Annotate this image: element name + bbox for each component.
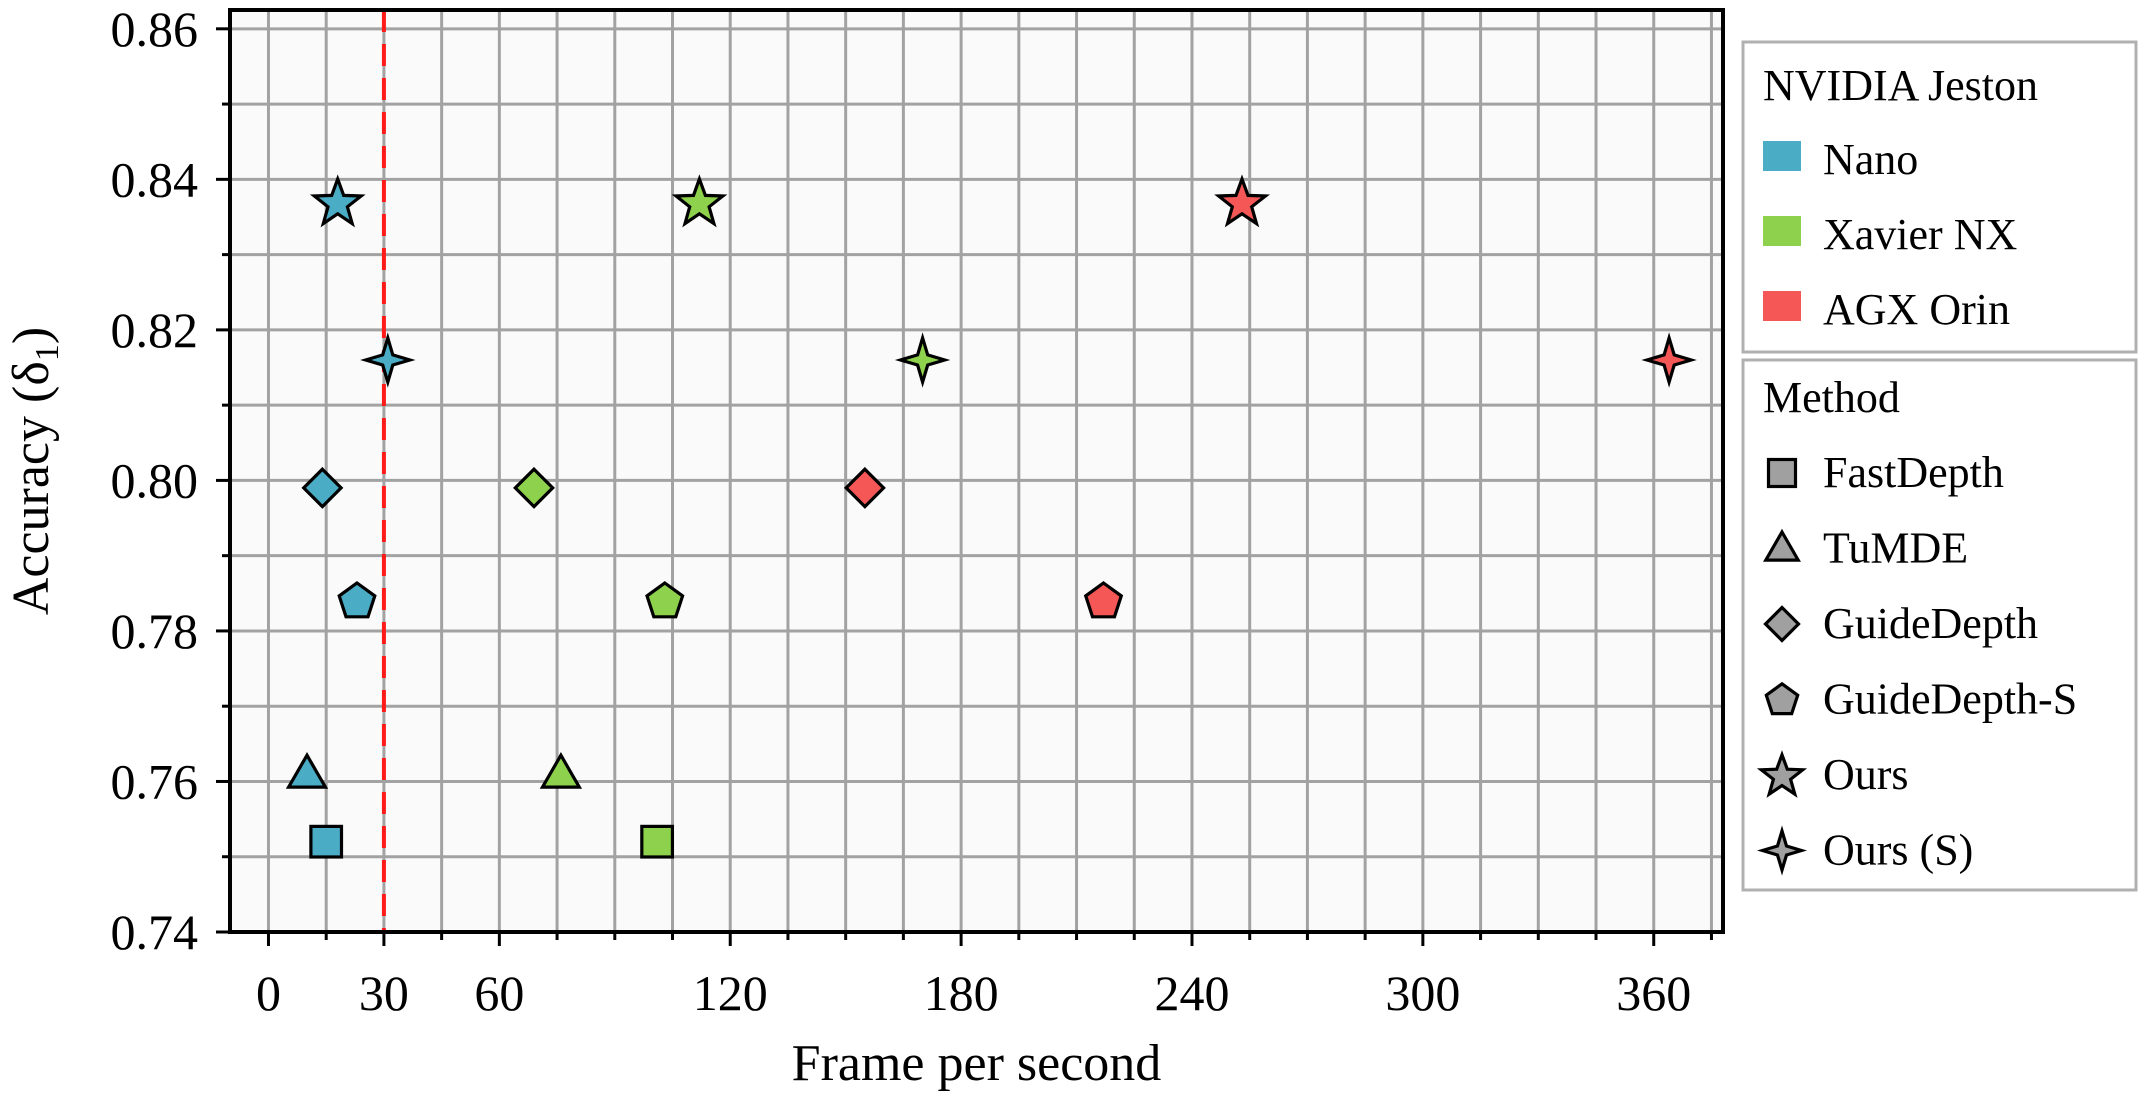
y-axis: 0.74 0.76 0.78 0.80 0.82 0.84 0.86 xyxy=(111,1,230,960)
point-xavier-nx-ours-s xyxy=(894,332,951,388)
legend-method-label: GuideDepth-S xyxy=(1823,675,2077,724)
legend-marker-ours-s xyxy=(1756,825,1808,876)
legend-marker-fastdepth xyxy=(1766,457,1798,489)
legend-marker-guidedepth-s xyxy=(1764,681,1800,716)
plot-area: 0 30 60 120 180 240 300 360 0.74 0.76 0.78 0.80 0.82… xyxy=(3,1,1725,1092)
y-axis-title-main: Accuracy (δ xyxy=(3,361,60,615)
y-tick-label: 0.82 xyxy=(111,302,199,358)
point-xavier-nx-ours xyxy=(671,174,728,228)
data-points xyxy=(285,174,1697,859)
point-agx-orin-guidedepth-s xyxy=(1083,581,1124,619)
y-tick-label: 0.80 xyxy=(111,452,199,508)
legend-methods: Method FastDepth TuMDE GuideDepth GuideDepth… xyxy=(1741,358,2138,892)
point-nano-ours xyxy=(309,174,366,228)
point-xavier-nx-guidedepth xyxy=(513,466,555,509)
point-xavier-nx-guidedepth-s xyxy=(645,581,685,619)
point-nano-guidedepth xyxy=(301,466,344,509)
point-agx-orin-ours-s xyxy=(1641,332,1697,388)
point-nano-guidedepth-s xyxy=(337,581,377,619)
y-axis-title-subscript: 1 xyxy=(29,344,66,361)
plot-background xyxy=(230,10,1723,932)
x-tick-label: 360 xyxy=(1616,965,1691,1021)
x-tick-label: 240 xyxy=(1154,965,1229,1021)
legend-marker-tumde xyxy=(1763,528,1801,562)
legend-device-label: Xavier NX xyxy=(1823,210,2017,259)
x-tick-label: 60 xyxy=(474,965,524,1021)
y-tick-label: 0.78 xyxy=(111,603,199,659)
point-xavier-nx-tumde xyxy=(539,751,583,789)
legend-marker-ours xyxy=(1756,750,1808,798)
legend-swatch-nano xyxy=(1763,141,1801,171)
point-xavier-nx-fastdepth xyxy=(640,824,675,859)
point-nano-fastdepth xyxy=(309,824,344,859)
legend-device-label: AGX Orin xyxy=(1823,285,2010,334)
x-axis-title: Frame per second xyxy=(792,1035,1162,1092)
y-axis-title-close: ) xyxy=(3,327,60,344)
y-axis-title: Accuracy (δ1) xyxy=(3,327,66,615)
grid xyxy=(230,10,1723,934)
legend-methods-title: Method xyxy=(1763,373,1900,422)
point-agx-orin-guidedepth xyxy=(843,466,886,509)
legend-devices-title: NVIDIA Jeston xyxy=(1763,61,2038,110)
y-tick-label: 0.74 xyxy=(111,904,199,960)
y-tick-label: 0.84 xyxy=(111,151,199,207)
plot-frame xyxy=(228,8,1725,934)
x-tick-label: 0 xyxy=(256,965,281,1021)
point-nano-tumde xyxy=(285,751,329,789)
legend-methods-box xyxy=(1741,358,2138,892)
legend-method-label: TuMDE xyxy=(1823,524,1968,573)
legend: NVIDIA Jeston Nano Xavier NX AGX Orin Method… xyxy=(1741,40,2138,892)
x-tick-label: 300 xyxy=(1385,965,1460,1021)
x-tick-label: 180 xyxy=(924,965,999,1021)
point-agx-orin-ours xyxy=(1214,174,1270,228)
y-tick-label: 0.86 xyxy=(111,1,199,57)
legend-devices-box xyxy=(1741,40,2138,354)
y-tick-label: 0.76 xyxy=(111,753,199,809)
point-nano-ours-s xyxy=(360,332,416,388)
legend-marker-guidedepth xyxy=(1763,605,1801,643)
x-tick-label: 120 xyxy=(693,965,768,1021)
x-tick-label: 30 xyxy=(359,965,409,1021)
legend-devices: NVIDIA Jeston Nano Xavier NX AGX Orin xyxy=(1741,40,2138,354)
legend-method-label: FastDepth xyxy=(1823,448,2004,497)
legend-swatch-xavier-nx xyxy=(1763,216,1801,246)
legend-method-label: Ours (S) xyxy=(1823,826,1973,875)
legend-method-label: Ours xyxy=(1823,750,1909,799)
legend-device-label: Nano xyxy=(1823,135,1918,184)
x-axis: 0 30 60 120 180 240 300 360 xyxy=(256,932,1713,1021)
legend-swatch-agx-orin xyxy=(1763,291,1801,321)
legend-method-label: GuideDepth xyxy=(1823,599,2038,648)
